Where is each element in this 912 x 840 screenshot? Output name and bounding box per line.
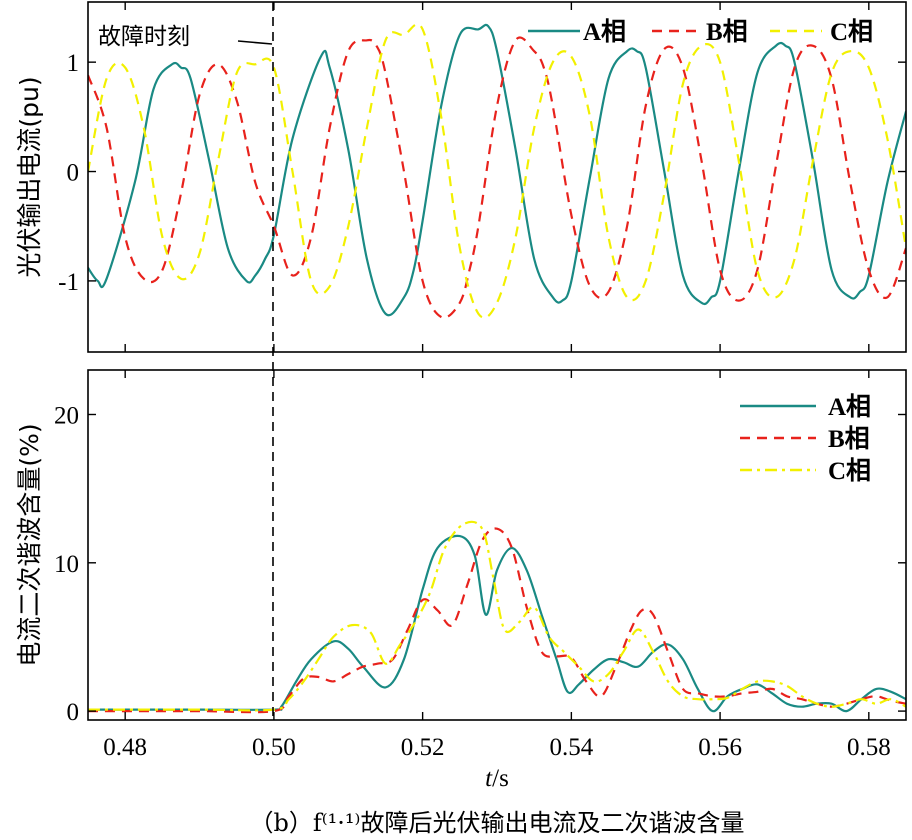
current-panel: 1 0 -1 光伏输出电流(pu) A相 B相 C相 故障时刻	[15, 1, 907, 353]
harmonic-plot-frame	[87, 369, 907, 721]
legend2-c-label: C相	[828, 457, 871, 485]
x-tick-label: 0.58	[847, 734, 891, 761]
harmonic-series-c	[88, 520, 906, 712]
harmonic-y-tick-label: 20	[54, 402, 79, 429]
harmonic-series-group	[88, 520, 906, 714]
harmonic-legend: A相 B相 C相	[740, 393, 871, 485]
legend2-b-label: B相	[828, 425, 870, 453]
harmonic-y-axis-label: 电流二次谐波含量(%)	[15, 423, 44, 666]
current-axis-ticks: 1 0 -1	[58, 2, 906, 352]
x-tick-label: 0.52	[401, 734, 445, 761]
current-series-a	[88, 23, 906, 317]
harmonic-series-a	[88, 534, 906, 713]
current-series-b	[88, 36, 906, 319]
x-tick-label: 0.56	[698, 734, 742, 761]
current-series-group	[88, 23, 906, 319]
x-tick-label: 0.54	[549, 734, 593, 761]
current-legend: A相 B相 C相	[528, 18, 873, 46]
legend2-a-label: A相	[828, 393, 871, 421]
harmonic-panel: 0.48 0.50 0.52 0.54 0.56 0.58 20 10 0 电流二次谐波含量(%…	[15, 369, 907, 792]
legend-b-label: B相	[706, 18, 748, 46]
fault-time-annotation: 故障时刻	[98, 24, 190, 50]
harmonic-axis-ticks: 0.48 0.50 0.52 0.54 0.56 0.58 20 10 0	[54, 370, 906, 761]
current-y-tick-label: -1	[58, 269, 79, 296]
x-axis-label: t/s	[485, 765, 509, 792]
harmonic-series-b	[88, 527, 906, 714]
current-y-axis-label: 光伏输出电流(pu)	[15, 76, 44, 277]
current-y-tick-label: 1	[67, 50, 80, 77]
harmonic-y-tick-label: 10	[54, 551, 79, 578]
legend-c-label: C相	[830, 18, 873, 46]
fault-annotation-pointer	[237, 40, 273, 45]
current-plot-frame	[87, 1, 907, 353]
figure-caption: （b）f⁽¹·¹⁾故障后光伏输出电流及二次谐波含量	[250, 809, 745, 837]
current-series-c	[88, 23, 906, 319]
x-tick-label: 0.48	[103, 734, 147, 761]
harmonic-y-tick-label: 0	[67, 699, 80, 726]
x-tick-label: 0.50	[252, 734, 296, 761]
legend-a-label: A相	[583, 18, 626, 46]
current-y-tick-label: 0	[67, 160, 80, 187]
